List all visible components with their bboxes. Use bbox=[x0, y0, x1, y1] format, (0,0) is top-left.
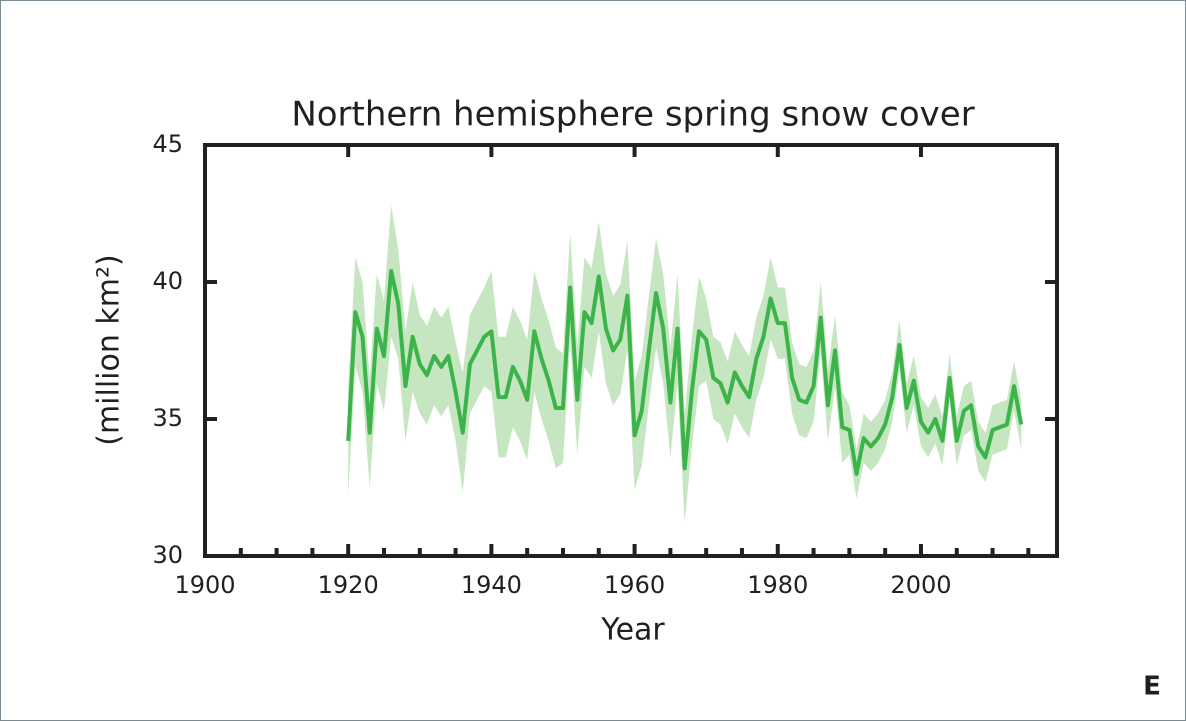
x-tick-label: 1980 bbox=[747, 571, 808, 599]
x-tick-label: 1900 bbox=[174, 571, 235, 599]
x-tick-label: 1920 bbox=[318, 571, 379, 599]
plot-frame bbox=[203, 143, 1059, 558]
x-tick-label: 1940 bbox=[461, 571, 522, 599]
corner-label: E bbox=[1143, 672, 1161, 702]
y-axis-label: (million km²) bbox=[92, 254, 127, 446]
data-line bbox=[346, 269, 1024, 476]
x-tick-label: 1960 bbox=[604, 571, 665, 599]
y-tick-label: 30 bbox=[152, 541, 183, 569]
y-tick-label: 35 bbox=[152, 404, 183, 432]
x-axis-label: Year bbox=[600, 613, 665, 648]
y-tick-label: 40 bbox=[152, 267, 183, 295]
y-tick-label: 45 bbox=[152, 130, 183, 158]
x-tick-label: 2000 bbox=[890, 571, 951, 599]
chart-title: Northern hemisphere spring snow cover bbox=[291, 95, 974, 135]
